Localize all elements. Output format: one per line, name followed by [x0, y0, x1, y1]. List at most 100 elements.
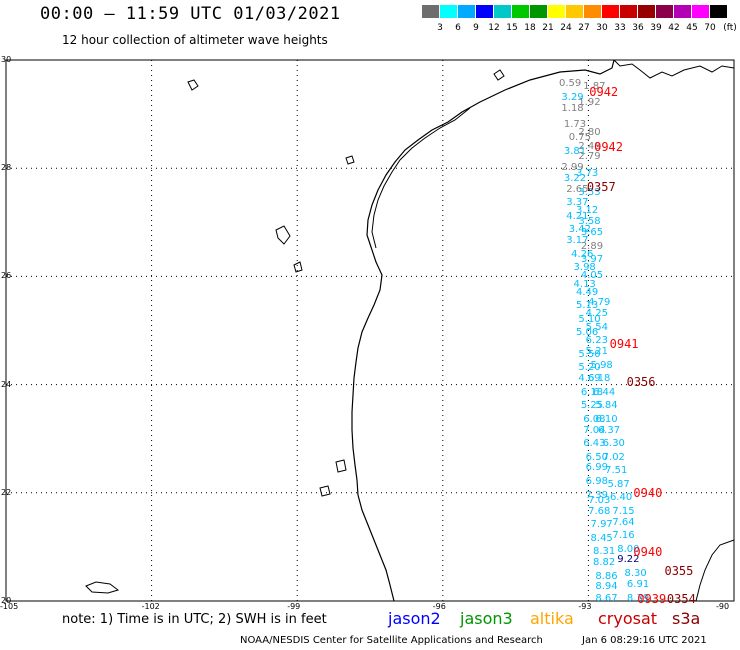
legend-label: 39: [650, 23, 662, 33]
lat-tick-label: 20: [1, 596, 12, 605]
pass-time-label: 0940: [633, 545, 663, 560]
wave-height-value: 4.21: [566, 210, 589, 222]
wave-height-value: 4.25: [585, 308, 608, 320]
legend-swatch: [710, 5, 728, 18]
satellite-name-altika: altika: [530, 609, 574, 628]
legend-label: 3: [437, 23, 443, 33]
footer-credit: NOAA/NESDIS Center for Satellite Applica…: [240, 635, 543, 646]
lon-tick-label: -105: [0, 602, 19, 611]
wave-height-value: 3.98: [573, 262, 596, 274]
wave-height-value: 5.13: [575, 300, 599, 312]
map-frame: [5, 59, 735, 602]
satellite-name-jason2: jason2: [388, 609, 441, 628]
wave-height-value: 6.50: [585, 451, 608, 463]
wave-height-value: 4.69: [578, 373, 601, 385]
wave-height-value: 6.37: [597, 424, 621, 436]
legend-swatch: [512, 5, 530, 18]
wave-height-value: 5.06: [575, 327, 599, 339]
legend-label: 12: [488, 23, 500, 33]
legend-label: 33: [614, 23, 626, 33]
wave-height-value: 4.49: [575, 286, 599, 298]
wave-height-value: 3.81: [563, 145, 587, 157]
pass-time-label: 0356: [626, 374, 656, 389]
wave-height-value: 8.82: [592, 557, 616, 569]
wave-height-value: 7.02: [602, 451, 625, 463]
lat-tick-label: 26: [1, 271, 12, 281]
pass-time-label: 0939: [637, 592, 667, 607]
legend-label: 42: [668, 23, 680, 33]
legend-label: 18: [524, 23, 536, 33]
wave-height-value: 6.40: [609, 492, 633, 504]
wave-height-value: 3.17: [566, 235, 589, 247]
wave-height-value: 8.31: [592, 546, 616, 558]
footer-timestamp: Jan 6 08:29:16 UTC 2021: [582, 635, 707, 646]
wave-height-value: 6.91: [626, 578, 650, 590]
legend-label: 70: [704, 23, 716, 33]
wave-height-value: 6.23: [585, 335, 608, 347]
legend-swatch: [530, 5, 548, 18]
wave-height-value: 0.59: [558, 78, 582, 90]
wave-height-value: 9.22: [617, 554, 640, 566]
wave-height-value: 3.53: [578, 186, 601, 198]
wave-height-value: 6.10: [595, 413, 618, 425]
wave-height-value: 4.26: [571, 248, 594, 260]
pass-time-label: 0355: [664, 564, 694, 579]
legend-swatch: [440, 5, 458, 18]
wave-height-value: 6.30: [602, 438, 625, 450]
legend-swatch: [674, 5, 692, 18]
wave-height-value: 3.97: [580, 254, 604, 266]
legend-swatch: [584, 5, 602, 18]
wave-height-value: 3.12: [575, 205, 599, 217]
lat-lon-grid: [6, 60, 734, 601]
wave-height-value: 3.65: [580, 227, 604, 239]
legend-label: 15: [506, 23, 518, 33]
wave-height-value: 0.75: [568, 132, 591, 144]
wave-height-value: 5.21: [585, 346, 608, 358]
wave-height-value: 6.08: [583, 413, 606, 425]
wave-height-value: 2.89: [580, 240, 604, 252]
inland-lakes: [187, 69, 505, 497]
wave-height-value: 3.22: [563, 173, 587, 185]
wave-height-value: 3.58: [578, 216, 601, 228]
wave-height-value: 3.37: [566, 197, 589, 209]
coastline-louisiana: [613, 59, 735, 79]
pass-time-label: 0940: [633, 485, 663, 500]
legend-swatch: [638, 5, 656, 18]
wave-height-value: 8.86: [595, 570, 618, 582]
legend-label: 36: [632, 23, 644, 33]
note-text: note: 1) Time is in UTC; 2) SWH is in fe…: [62, 612, 327, 627]
satellite-name-s3a: s3a: [672, 609, 701, 628]
pass-time-label: 0942: [589, 85, 619, 100]
lon-tick-label: -90: [716, 602, 730, 611]
wave-height-value: 1.73: [563, 118, 587, 130]
wave-height-value: 8.30: [624, 567, 647, 579]
wave-height-value: 5.84: [595, 400, 618, 412]
wave-height-value: 8.45: [590, 532, 613, 544]
legend-swatch: [476, 5, 494, 18]
wave-height-value: 7.68: [588, 505, 611, 517]
coastline-inner: [371, 107, 471, 249]
wave-height-value: 6.98: [585, 475, 608, 487]
wave-height-value: 5.25: [580, 400, 604, 412]
lat-tick-label: 30: [1, 55, 12, 64]
pass-time-label: 0941: [609, 337, 639, 352]
lon-tick-label: -99: [287, 602, 301, 611]
legend-label: 30: [596, 23, 608, 33]
lat-tick-label: 28: [1, 163, 12, 173]
wave-height-value: 7.03: [588, 494, 611, 506]
legend-swatch: [620, 5, 638, 18]
coastline-yucatan: [695, 539, 735, 602]
legend-swatch: [458, 5, 476, 18]
wave-height-value: 5.87: [607, 478, 630, 490]
legend-swatch: [692, 5, 710, 18]
wave-height-value: 5.98: [590, 359, 613, 371]
wave-height-value: 7.16: [612, 530, 635, 542]
map-title: 00:00 – 11:59 UTC 01/03/2021: [40, 4, 341, 24]
legend-swatch: [548, 5, 566, 18]
wave-height-value: 2.99: [561, 162, 584, 174]
satellite-name-jason3: jason3: [460, 609, 513, 628]
lon-tick-label: -93: [578, 602, 592, 611]
legend-label: 9: [473, 23, 479, 33]
lon-tick-label: -102: [141, 602, 160, 611]
